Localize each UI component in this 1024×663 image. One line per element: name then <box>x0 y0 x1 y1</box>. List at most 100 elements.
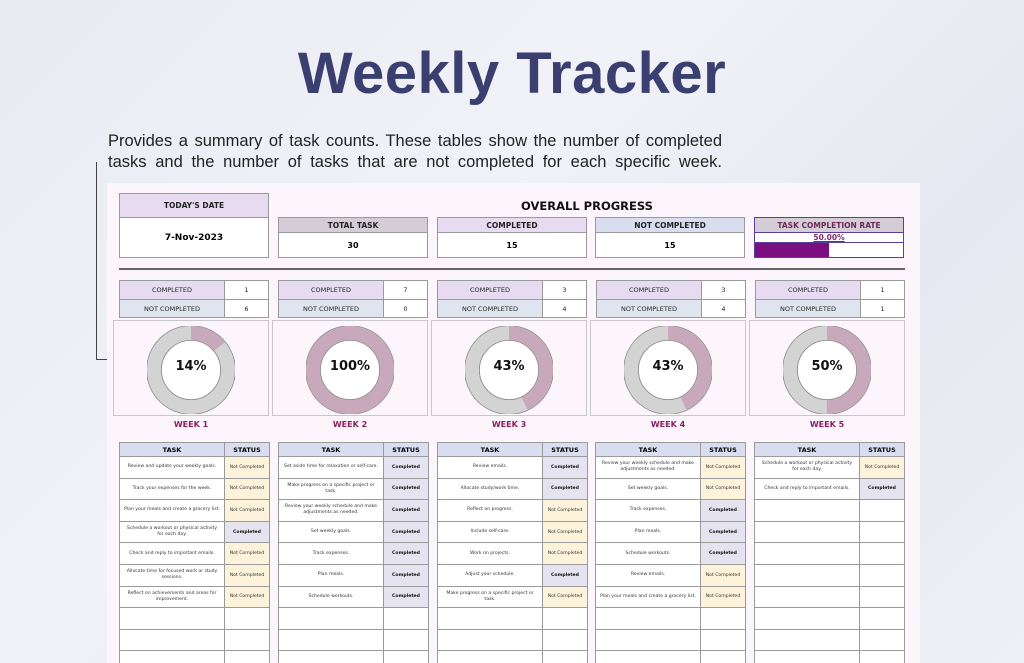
task-cell[interactable] <box>120 629 225 651</box>
status-cell[interactable] <box>860 500 904 521</box>
task-cell[interactable] <box>596 651 701 663</box>
task-cell[interactable]: Plan your meals and create a grocery lis… <box>120 500 225 521</box>
task-cell[interactable] <box>755 608 860 629</box>
status-cell[interactable]: Completed <box>543 564 587 586</box>
status-cell[interactable]: Completed <box>225 521 269 543</box>
task-cell[interactable]: Plan your meals and create a grocery lis… <box>596 586 701 608</box>
task-cell[interactable] <box>755 543 860 564</box>
status-cell[interactable] <box>701 630 745 651</box>
task-cell[interactable] <box>755 564 860 586</box>
task-cell[interactable]: Schedule a workout or physical activity … <box>755 457 860 478</box>
task-cell[interactable]: Track expenses. <box>279 543 384 564</box>
task-cell[interactable]: Reflect on progress. <box>438 500 543 521</box>
status-cell[interactable] <box>860 587 904 608</box>
status-cell[interactable] <box>384 630 428 651</box>
task-cell[interactable]: Track your expenses for the week. <box>120 478 225 500</box>
status-cell[interactable] <box>860 543 904 564</box>
status-cell[interactable]: Not Completed <box>225 564 269 586</box>
task-cell[interactable] <box>755 521 860 543</box>
task-cell[interactable]: Allocate time for focused work or study … <box>120 564 225 586</box>
task-cell[interactable] <box>755 500 860 521</box>
status-cell[interactable] <box>701 651 745 663</box>
status-cell[interactable]: Not Completed <box>543 586 587 608</box>
status-cell[interactable]: Not Completed <box>225 457 269 478</box>
task-cell[interactable]: Schedule workouts. <box>279 586 384 608</box>
status-cell[interactable]: Not Completed <box>543 543 587 564</box>
task-cell[interactable]: Adjust your schedule. <box>438 564 543 586</box>
status-cell[interactable]: Completed <box>860 478 904 500</box>
status-cell[interactable]: Completed <box>384 500 428 521</box>
status-cell[interactable] <box>384 608 428 629</box>
task-cell[interactable] <box>596 608 701 629</box>
task-cell[interactable]: Set weekly goals. <box>596 478 701 500</box>
task-cell[interactable]: Check and reply to important emails. <box>120 543 225 564</box>
task-cell[interactable]: Plan meals. <box>279 564 384 586</box>
task-cell[interactable]: Include self-care. <box>438 521 543 543</box>
status-cell[interactable] <box>860 651 904 663</box>
task-cell[interactable]: Schedule workouts. <box>596 543 701 564</box>
task-cell[interactable] <box>120 608 225 629</box>
task-cell[interactable]: Work on projects. <box>438 543 543 564</box>
status-cell[interactable] <box>225 630 269 651</box>
status-cell[interactable]: Not Completed <box>225 543 269 564</box>
task-cell[interactable] <box>120 651 225 663</box>
status-cell[interactable]: Completed <box>701 521 745 543</box>
status-cell[interactable]: Completed <box>543 457 587 478</box>
status-cell[interactable]: Not Completed <box>701 457 745 478</box>
status-cell[interactable] <box>860 522 904 543</box>
task-cell[interactable]: Set aside time for relaxation or self-ca… <box>279 457 384 478</box>
status-cell[interactable]: Not Completed <box>543 521 587 543</box>
status-cell[interactable] <box>860 608 904 629</box>
status-cell[interactable]: Completed <box>543 478 587 500</box>
task-cell[interactable] <box>279 608 384 629</box>
status-cell[interactable]: Completed <box>384 521 428 543</box>
task-cell[interactable] <box>279 629 384 651</box>
status-cell[interactable] <box>225 608 269 629</box>
status-cell[interactable]: Completed <box>384 478 428 500</box>
task-cell[interactable] <box>755 651 860 663</box>
status-cell[interactable] <box>543 651 587 663</box>
task-cell[interactable] <box>755 586 860 608</box>
task-cell[interactable]: Check and reply to important emails. <box>755 478 860 500</box>
task-cell[interactable]: Plan meals. <box>596 521 701 543</box>
status-cell[interactable] <box>860 630 904 651</box>
status-cell[interactable]: Not Completed <box>860 457 904 478</box>
task-cell[interactable] <box>438 651 543 663</box>
status-cell[interactable] <box>860 565 904 586</box>
status-cell[interactable]: Completed <box>384 457 428 478</box>
status-cell[interactable]: Completed <box>384 564 428 586</box>
status-cell[interactable]: Not Completed <box>543 500 587 521</box>
status-cell[interactable] <box>701 608 745 629</box>
task-cell[interactable]: Review and update your weekly goals. <box>120 457 225 478</box>
status-cell[interactable] <box>543 630 587 651</box>
task-cell[interactable]: Review emails. <box>438 457 543 478</box>
task-cell[interactable]: Allocate study/work time. <box>438 478 543 500</box>
status-cell[interactable]: Not Completed <box>225 500 269 521</box>
task-cell[interactable] <box>755 629 860 651</box>
status-cell[interactable]: Not Completed <box>701 564 745 586</box>
task-cell[interactable] <box>596 629 701 651</box>
task-cell[interactable]: Review your weekly schedule and make adj… <box>279 500 384 521</box>
status-cell[interactable]: Completed <box>701 500 745 521</box>
todays-date-value[interactable]: 7-Nov-2023 <box>164 233 224 243</box>
task-cell[interactable]: Set weekly goals. <box>279 521 384 543</box>
status-cell[interactable] <box>384 651 428 663</box>
task-cell[interactable] <box>438 608 543 629</box>
status-cell[interactable]: Not Completed <box>701 478 745 500</box>
task-cell[interactable]: Track expenses. <box>596 500 701 521</box>
status-cell[interactable] <box>225 651 269 663</box>
status-cell[interactable]: Not Completed <box>701 586 745 608</box>
task-cell[interactable]: Make progress on a specific project or t… <box>279 478 384 500</box>
status-cell[interactable]: Completed <box>701 543 745 564</box>
task-cell[interactable] <box>438 629 543 651</box>
task-cell[interactable] <box>279 651 384 663</box>
status-cell[interactable]: Not Completed <box>225 478 269 500</box>
status-cell[interactable] <box>543 608 587 629</box>
task-cell[interactable]: Make progress on a specific project or t… <box>438 586 543 608</box>
status-cell[interactable]: Not Completed <box>225 586 269 608</box>
task-cell[interactable]: Review your weekly schedule and make adj… <box>596 457 701 478</box>
status-cell[interactable]: Completed <box>384 543 428 564</box>
status-cell[interactable]: Completed <box>384 586 428 608</box>
task-cell[interactable]: Schedule a workout or physical activity … <box>120 521 225 543</box>
task-cell[interactable]: Review emails. <box>596 564 701 586</box>
